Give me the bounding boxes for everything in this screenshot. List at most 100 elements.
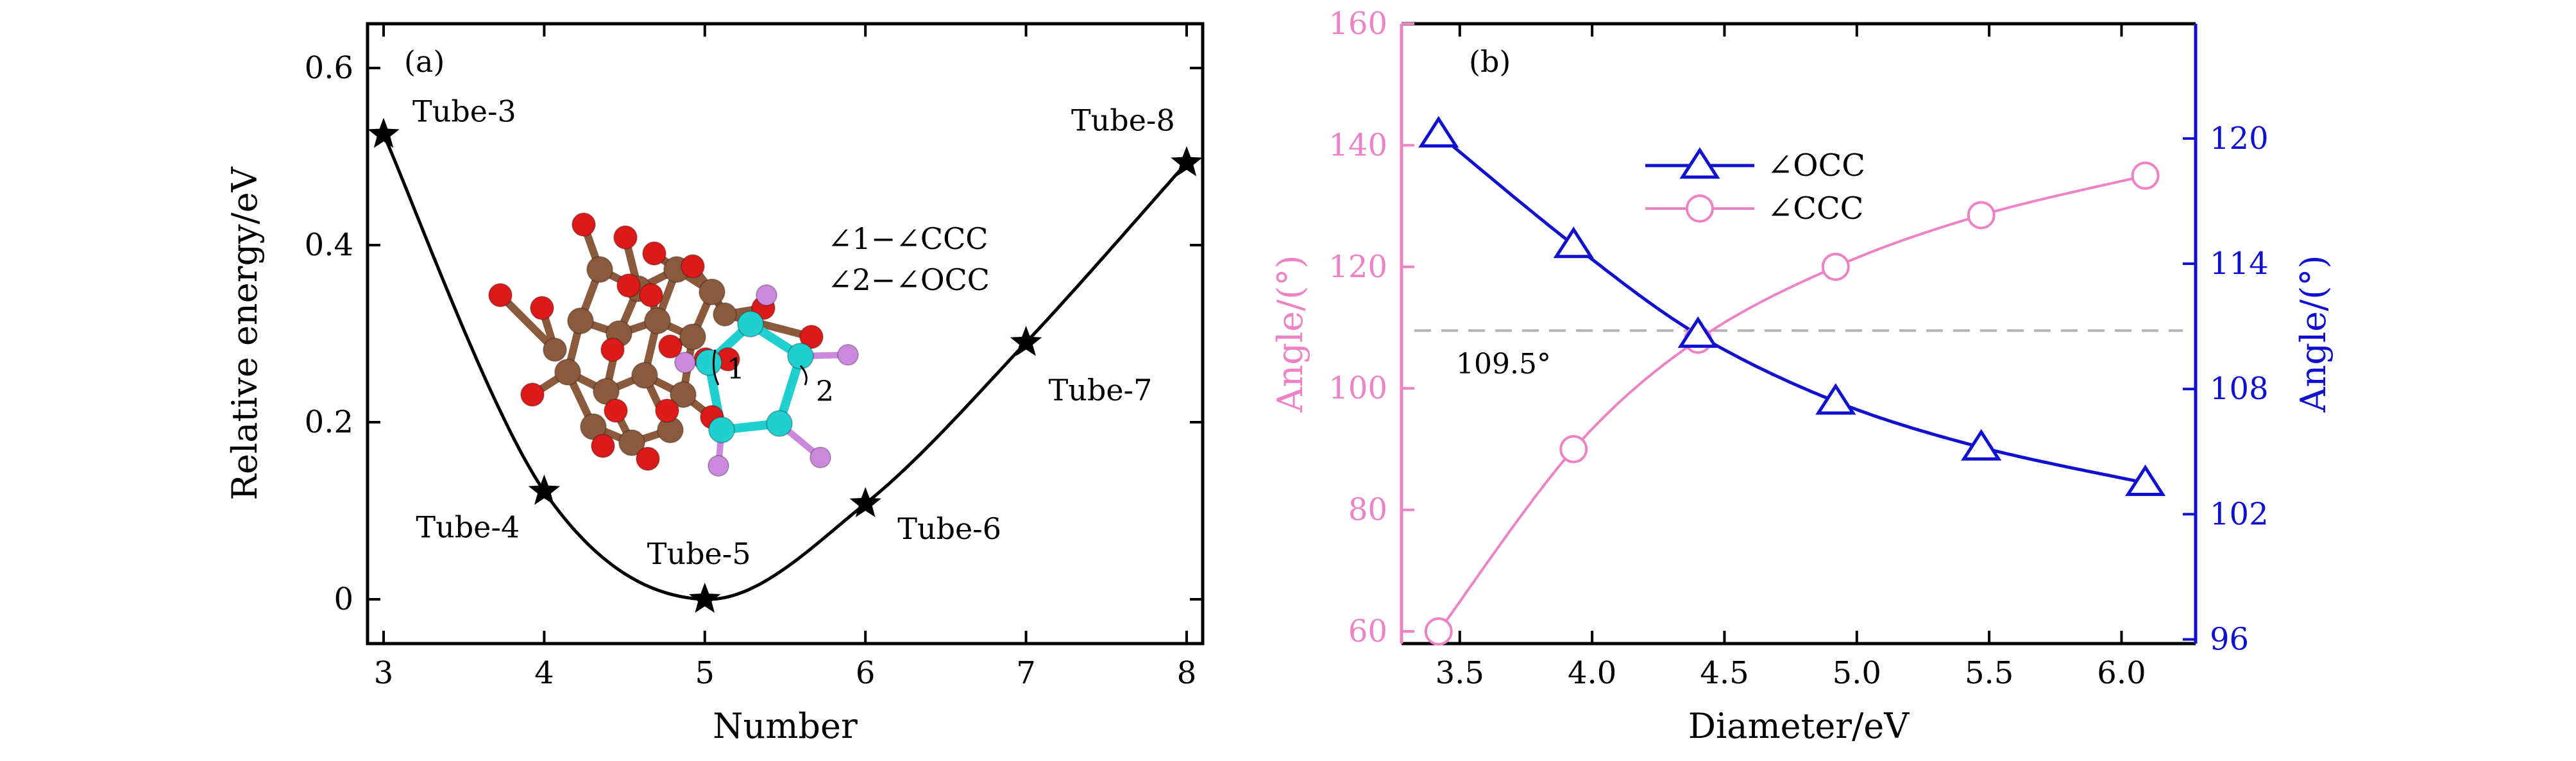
panel-b-x-axis-label: Diameter/eV (1688, 706, 1910, 746)
molecule-atom (713, 302, 737, 327)
molecule-atom (837, 344, 859, 366)
panel-b-x-ticks: 3.5 4.0 4.5 5.0 5.5 6.0 (1436, 24, 2146, 691)
angle-2-label: 2 (816, 375, 834, 408)
molecule-atom (530, 296, 554, 320)
molecule-atom (567, 307, 594, 334)
angle-1-label: 1 (727, 353, 745, 386)
molecule-atom (604, 398, 628, 423)
legend-occ-triangle-marker (1679, 147, 1720, 179)
ccc-point (1967, 201, 1996, 230)
molecule-atom (681, 254, 705, 278)
molecule-atom (766, 410, 793, 437)
legend-ccc-circle-marker (1686, 194, 1714, 223)
molecule-atoms (488, 212, 859, 477)
ccc-point (2131, 161, 2160, 190)
molecule-atom (639, 283, 663, 307)
ccc-point (1559, 434, 1588, 463)
panel-a: 3 4 5 6 7 8 0 0.2 0.4 0.6 (a) Number Relative en… (225, 22, 1205, 746)
molecule-atom (580, 413, 607, 440)
panel-a-x-tick-label: 5 (695, 655, 715, 691)
molecule-atom (591, 434, 615, 458)
panel-a-x-tick-label: 6 (856, 655, 876, 691)
molecule-atom (616, 273, 641, 298)
panel-b-right-tick-label: 102 (2210, 496, 2269, 532)
inset-annotation-ccc: ∠1−∠CCC (827, 221, 988, 256)
panel-a-star-point (368, 117, 400, 148)
panel-a-star-point (528, 474, 561, 505)
panel-b-left-tick-label: 140 (1328, 127, 1387, 163)
panel-a-point-label: Tube-4 (416, 510, 520, 545)
panel-a-label: (a) (404, 44, 445, 79)
occ-point (2125, 464, 2166, 497)
panel-a-point-label: Tube-8 (1071, 103, 1175, 138)
panel-b-right-tick-label: 114 (2210, 246, 2269, 282)
panel-b-right-ticks: 96 102 108 114 120 (2183, 121, 2269, 657)
panel-a-x-tick-label: 3 (374, 655, 394, 691)
panel-b-left-axis-label: Angle/(°) (1270, 255, 1310, 413)
panel-a-y-tick-label: 0.2 (305, 404, 353, 440)
panel-a-frame (366, 22, 1205, 646)
molecule-atom (644, 307, 671, 334)
panel-a-tube-labels: Tube-3 Tube-4 Tube-5 Tube-6 Tube-7 Tube-8 (412, 94, 1175, 572)
molecule-atom (631, 362, 658, 389)
occ-point (1961, 429, 2002, 461)
molecule-atom (543, 338, 567, 362)
panel-a-point-label: Tube-7 (1049, 373, 1153, 407)
legend-occ-label: ∠OCC (1767, 148, 1865, 184)
reference-line-label: 109.5° (1456, 348, 1551, 380)
panel-b-legend: ∠OCC ∠CCC (1645, 147, 1865, 227)
panel-a-star-point (1171, 146, 1203, 176)
molecule-illustration: 1 2 (488, 212, 859, 477)
panel-b-left-tick-label: 60 (1348, 613, 1387, 649)
panel-b-x-tick-label: 6.0 (2097, 655, 2146, 691)
panel-b-x-tick-label: 3.5 (1436, 655, 1484, 691)
occ-point (1418, 115, 1459, 148)
panel-b-x-tick-label: 5.5 (1965, 655, 2013, 691)
panel-b-left-tick-label: 100 (1328, 370, 1387, 406)
panel-a-energy-curve (382, 133, 1188, 601)
molecule-atom (708, 455, 729, 477)
molecule-atom (737, 311, 764, 338)
molecule-atom (670, 381, 697, 408)
panel-a-x-tick-label: 8 (1177, 655, 1197, 691)
panel-a-x-tick-label: 4 (534, 655, 554, 691)
panel-b-left-tick-label: 160 (1328, 6, 1387, 42)
panel-b-right-tick-label: 96 (2210, 621, 2249, 657)
panel-b-left-tick-label: 80 (1348, 492, 1387, 528)
panel-b-left-ticks: 60 80 100 120 140 160 (1328, 6, 1414, 649)
panel-a-y-tick-label: 0.4 (305, 227, 353, 263)
panel-b-right-axis-label: Angle/(°) (2293, 255, 2334, 413)
ccc-series-line (1437, 174, 2146, 633)
molecule-atom (787, 343, 814, 370)
panel-b-x-tick-label: 4.0 (1568, 655, 1616, 691)
occ-point (1677, 316, 1718, 348)
panel-a-y-ticks: 0 0.2 0.4 0.6 (305, 50, 1203, 617)
panel-a-star-point (689, 583, 721, 613)
ccc-point (1821, 252, 1850, 281)
panel-a-point-label: Tube-6 (897, 511, 1001, 546)
occ-point (1815, 383, 1856, 415)
panel-b-right-tick-label: 108 (2210, 371, 2269, 407)
inset-annotation-occ: ∠2−∠OCC (827, 262, 990, 297)
panel-a-star-point (849, 487, 881, 517)
panel-a-energy-line (382, 133, 1188, 601)
molecule-atom (636, 447, 660, 471)
molecule-atom (488, 283, 513, 307)
molecule-atom (708, 416, 735, 443)
occ-series-line (1437, 133, 2146, 485)
panel-a-y-tick-label: 0.6 (305, 50, 353, 86)
panel-a-x-ticks: 3 4 5 6 7 8 (374, 24, 1196, 691)
molecule-atom (809, 447, 831, 468)
angle-1-arc (712, 349, 720, 386)
panel-b-right-tick-label: 120 (2210, 121, 2269, 157)
molecule-bond (496, 291, 559, 354)
angle-2-arc (799, 364, 808, 386)
molecule-atom (554, 359, 581, 386)
panel-a-point-label: Tube-5 (647, 536, 751, 571)
panel-a-star-markers (368, 117, 1203, 613)
molecule-atom (695, 349, 722, 376)
panel-b-x-tick-label: 4.5 (1700, 655, 1749, 691)
molecule-atom (520, 382, 545, 407)
